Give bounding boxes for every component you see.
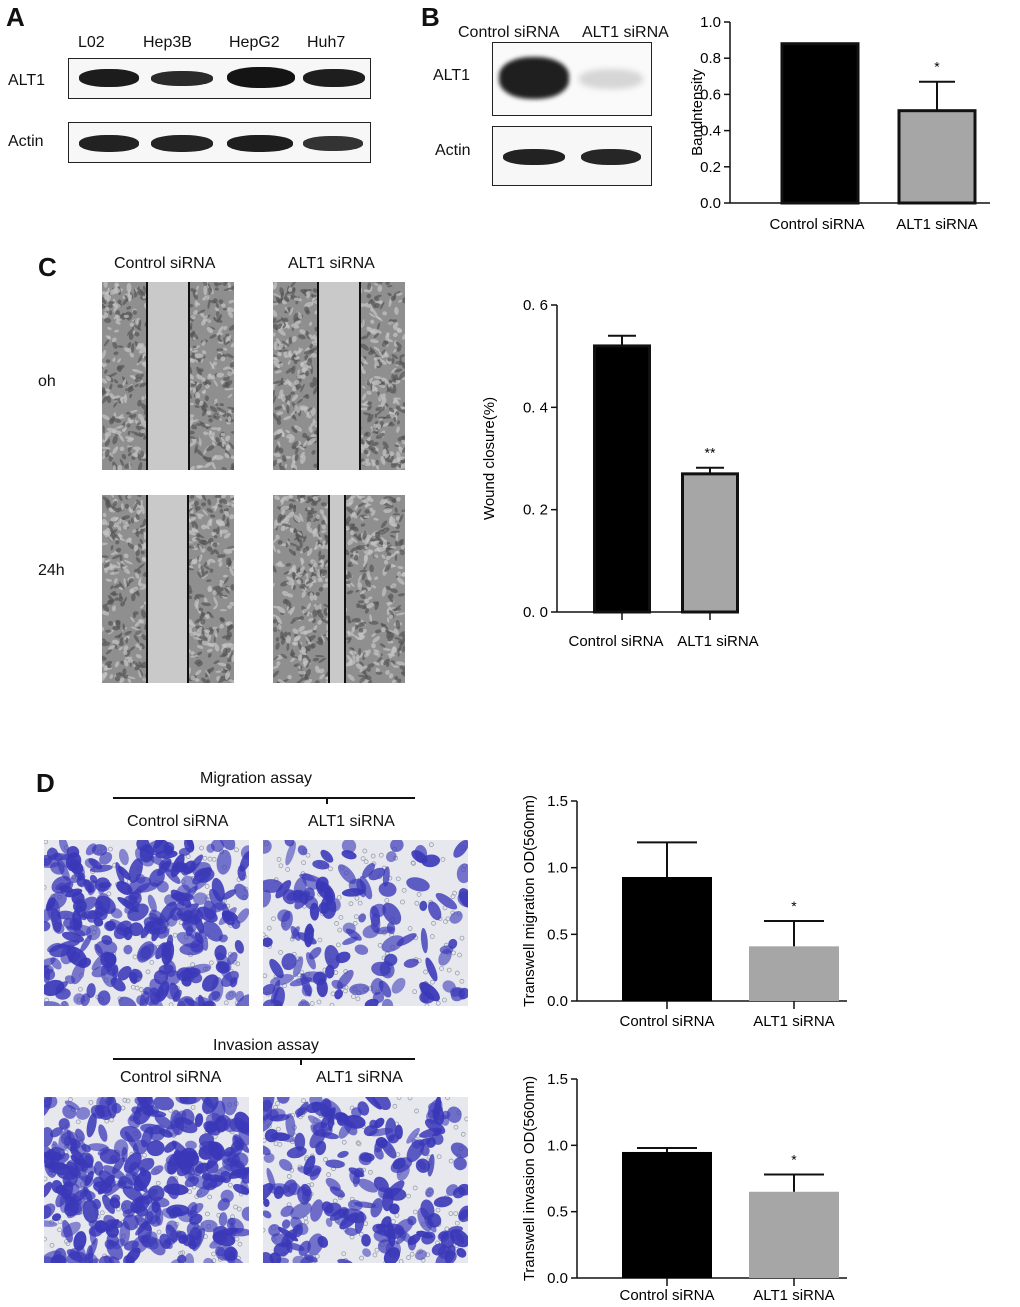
row-label-0h: oh	[38, 373, 56, 390]
y-axis-title: Transwell invasion OD(560nm)	[521, 1076, 538, 1281]
significance-mark: **	[705, 445, 716, 461]
lane-label-alt1-sirna: ALT1 siRNA	[582, 24, 669, 41]
panel-d-letter: D	[36, 768, 55, 798]
row-label-actin-b: Actin	[435, 142, 471, 159]
chart-b-band-intensity: 0.0 0.2 0.4 0.6 0.8 1.0 Bandntensity Control si…	[689, 14, 990, 233]
y-tick-label: 0. 0	[523, 604, 548, 621]
y-tick-label: 0.2	[700, 159, 721, 176]
column-label-control-sirna-migration: Control siRNA	[127, 813, 229, 830]
x-category-label: Control siRNA	[568, 633, 663, 650]
y-tick-label: 0.0	[547, 993, 568, 1010]
western-blot-actin-knockdown	[492, 126, 652, 186]
wound-image-alt1-0h	[273, 282, 405, 470]
column-label-alt1-sirna-invasion: ALT1 siRNA	[316, 1069, 403, 1086]
bar	[681, 472, 739, 614]
y-tick-label: 1.0	[547, 860, 568, 877]
row-label-24h: 24h	[38, 562, 65, 579]
row-label-alt1-b: ALT1	[433, 67, 471, 84]
y-tick-label: 0.4	[700, 123, 721, 140]
bar	[749, 1191, 839, 1278]
y-tick-label: 1.5	[547, 793, 568, 810]
x-category-label: ALT1 siRNA	[753, 1287, 834, 1304]
chart-d-migration: 0.0 0.5 1.0 1.5 Transwell migration OD(560nm…	[521, 793, 847, 1030]
western-blot-alt1-knockdown	[492, 42, 652, 116]
panel-a-letter: A	[6, 2, 25, 32]
y-tick-label: 0.5	[547, 926, 568, 943]
chart-c-wound-closure: 0. 0 0. 2 0. 4 0. 6 Wound closure(%) Control …	[481, 297, 759, 650]
significance-mark: *	[934, 59, 940, 75]
panel-c-letter: C	[38, 252, 57, 282]
lane-label-huh7: Huh7	[307, 34, 346, 51]
panel-b-letter: B	[421, 2, 440, 32]
y-tick-label: 0.5	[547, 1204, 568, 1221]
bar	[749, 946, 839, 1001]
migration-bracket-tick	[326, 797, 328, 804]
migration-bracket	[113, 797, 415, 799]
wound-image-alt1-24h	[273, 495, 405, 683]
y-tick-label: 1.0	[547, 1137, 568, 1154]
migration-assay-title: Migration assay	[200, 770, 313, 787]
x-category-label: ALT1 siRNA	[677, 633, 758, 650]
y-tick-label: 1.0	[700, 14, 721, 31]
x-category-label: ALT1 siRNA	[753, 1013, 834, 1030]
significance-mark: *	[791, 898, 797, 914]
bar	[622, 877, 712, 1001]
significance-mark: *	[791, 1152, 797, 1168]
row-label-actin: Actin	[8, 133, 44, 150]
column-label-alt1-sirna-c: ALT1 siRNA	[288, 255, 375, 272]
transwell-image-migration-control	[44, 840, 249, 1006]
row-label-alt1: ALT1	[8, 72, 46, 89]
invasion-bracket-tick	[300, 1058, 302, 1065]
y-tick-label: 0.0	[700, 195, 721, 212]
bar	[897, 109, 977, 205]
x-category-label: ALT1 siRNA	[896, 216, 977, 233]
column-label-alt1-sirna-migration: ALT1 siRNA	[308, 813, 395, 830]
y-tick-label: 1.5	[547, 1071, 568, 1088]
transwell-image-invasion-alt1	[263, 1097, 468, 1263]
y-axis-title: Bandntensity	[689, 69, 706, 156]
lane-label-hepg2: HepG2	[229, 34, 280, 51]
lane-label-control-sirna: Control siRNA	[458, 24, 560, 41]
lane-label-l02: L02	[78, 34, 105, 51]
invasion-assay-title: Invasion assay	[213, 1037, 319, 1054]
y-tick-label: 0. 6	[523, 297, 548, 314]
x-category-label: Control siRNA	[769, 216, 864, 233]
x-category-label: Control siRNA	[619, 1287, 714, 1304]
wound-image-control-24h	[102, 495, 234, 683]
column-label-control-sirna-invasion: Control siRNA	[120, 1069, 222, 1086]
y-tick-label: 0. 2	[523, 502, 548, 519]
y-axis-title: Transwell migration OD(560nm)	[521, 795, 538, 1007]
y-tick-label: 0.8	[700, 50, 721, 67]
x-category-label: Control siRNA	[619, 1013, 714, 1030]
bar	[622, 1151, 712, 1278]
transwell-image-invasion-control	[44, 1097, 249, 1263]
transwell-image-migration-alt1	[263, 840, 468, 1006]
lane-label-hep3b: Hep3B	[143, 34, 192, 51]
western-blot-actin	[68, 122, 371, 163]
wound-image-control-0h	[102, 282, 234, 470]
y-axis-title: Wound closure(%)	[481, 397, 498, 520]
y-tick-label: 0. 4	[523, 399, 548, 416]
chart-d-invasion: 0.0 0.5 1.0 1.5 Transwell invasion OD(560nm)…	[521, 1071, 847, 1304]
y-tick-label: 0.0	[547, 1270, 568, 1287]
invasion-bracket	[113, 1058, 415, 1060]
y-tick-label: 0.6	[700, 86, 721, 103]
column-label-control-sirna-c: Control siRNA	[114, 255, 216, 272]
western-blot-alt1	[68, 58, 371, 99]
bar	[780, 42, 860, 205]
bar	[593, 344, 651, 614]
